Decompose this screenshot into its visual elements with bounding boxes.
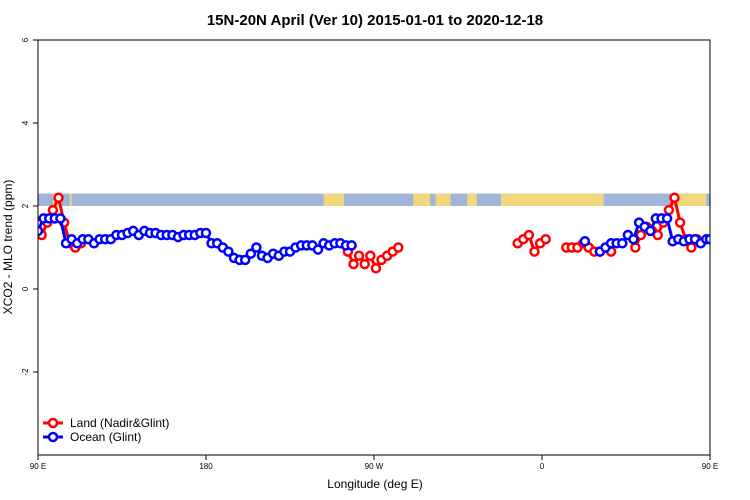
data-point (200, 227, 212, 239)
data-point (245, 248, 257, 259)
data-point (686, 242, 697, 253)
series-layer (38, 192, 710, 274)
data-point (370, 263, 382, 274)
data-point (579, 236, 591, 247)
legend: Land (Nadir&Glint) Ocean (Glint) (43, 416, 169, 444)
data-point (393, 242, 404, 253)
land-band-segment (323, 193, 345, 206)
chart-title: 15N-20N April (Ver 10) 2015-01-01 to 202… (207, 12, 543, 29)
data-point (312, 244, 324, 255)
data-point (704, 233, 710, 245)
data-point (645, 225, 656, 237)
x-axis-label: Longitude (deg E) (327, 477, 422, 491)
data-point (53, 192, 64, 203)
data-point (529, 246, 540, 257)
y-axis-label: XCO2 - MLO trend (ppm) (1, 180, 15, 315)
data-point (223, 246, 234, 257)
data-point (353, 250, 365, 262)
x-tick-label: 90 E (702, 462, 718, 471)
legend-label-land: Land (Nadir&Glint) (70, 416, 169, 430)
data-point (38, 225, 44, 237)
y-tick-label: 6 (21, 37, 30, 42)
data-point (346, 240, 357, 251)
data-point (251, 242, 262, 253)
data-point (239, 254, 251, 266)
legend-marker-land (47, 417, 59, 429)
legend-entry-land: Land (Nadir&Glint) (43, 416, 169, 430)
data-point (348, 258, 359, 270)
land-band-segment (467, 193, 477, 206)
land-band-segment (500, 193, 604, 206)
data-point (628, 233, 639, 245)
land-band-segment (435, 193, 451, 206)
data-point (55, 213, 66, 224)
y-axis: -2 0 2 4 6 (21, 37, 38, 376)
data-point (365, 250, 376, 262)
x-axis: 90 E 180 90 W 0 90 E (30, 455, 718, 471)
data-point (652, 229, 663, 241)
land-band-segment (413, 193, 430, 206)
data-point (359, 258, 370, 270)
legend-label-ocean: Ocean (Glint) (70, 430, 141, 444)
data-point (630, 242, 641, 253)
land-ocean-band (38, 193, 710, 206)
data-point (47, 204, 59, 216)
legend-entry-ocean: Ocean (Glint) (43, 430, 141, 444)
land-band-segment (672, 193, 707, 206)
y-tick-label: 4 (21, 120, 30, 125)
data-point (523, 229, 535, 241)
data-point (669, 192, 680, 203)
y-tick-label: -2 (21, 368, 30, 376)
x-tick-label: 0 (540, 462, 545, 471)
ocean-band (38, 193, 710, 206)
y-tick-label: 2 (21, 203, 30, 208)
series-ocean (38, 213, 710, 266)
x-tick-label: 180 (199, 462, 213, 471)
land-band-segment (69, 193, 72, 206)
x-tick-label: 90 W (365, 462, 384, 471)
data-point (540, 233, 551, 245)
data-point (617, 238, 628, 249)
data-point (663, 204, 675, 216)
legend-marker-ocean (47, 431, 59, 443)
data-point (635, 229, 647, 241)
y-tick-label: 0 (21, 286, 30, 291)
data-point (674, 217, 686, 228)
x-tick-label: 90 E (30, 462, 46, 471)
data-point (661, 213, 673, 224)
